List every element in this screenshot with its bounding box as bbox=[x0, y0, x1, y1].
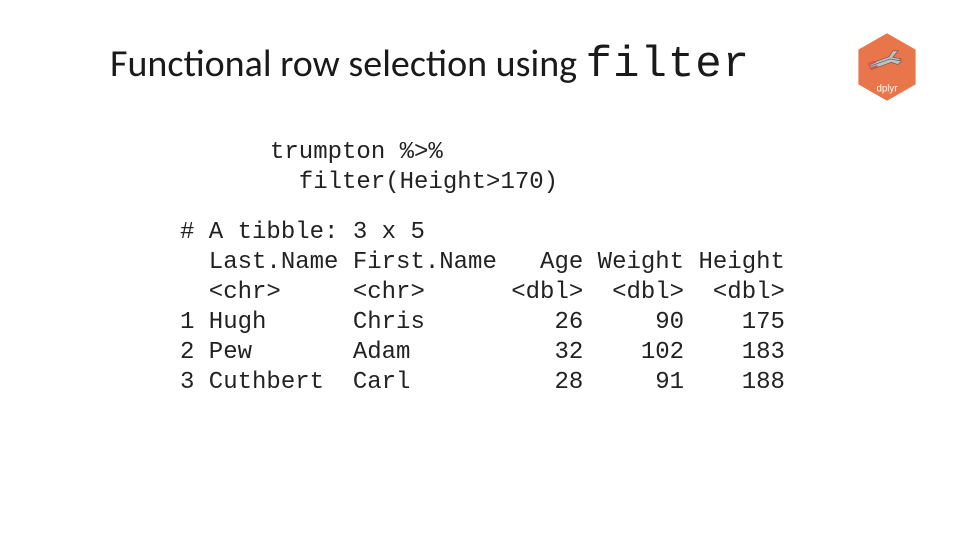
title-code-word: filter bbox=[586, 40, 750, 90]
slide: Functional row selection using filter dp… bbox=[0, 0, 960, 540]
title-row: Functional row selection using filter bbox=[110, 40, 900, 90]
tibble-output: # A tibble: 3 x 5 Last.Name First.Name A… bbox=[180, 218, 900, 398]
logo-text: dplyr bbox=[876, 84, 898, 95]
code-line-2: filter(Height>170) bbox=[270, 168, 900, 198]
title-text: Functional row selection using bbox=[110, 41, 586, 87]
code-line-1: trumpton %>% bbox=[270, 138, 900, 168]
code-input-block: trumpton %>% filter(Height>170) bbox=[270, 138, 900, 198]
page-title: Functional row selection using filter bbox=[110, 40, 750, 90]
dplyr-logo-icon: dplyr bbox=[856, 32, 918, 102]
